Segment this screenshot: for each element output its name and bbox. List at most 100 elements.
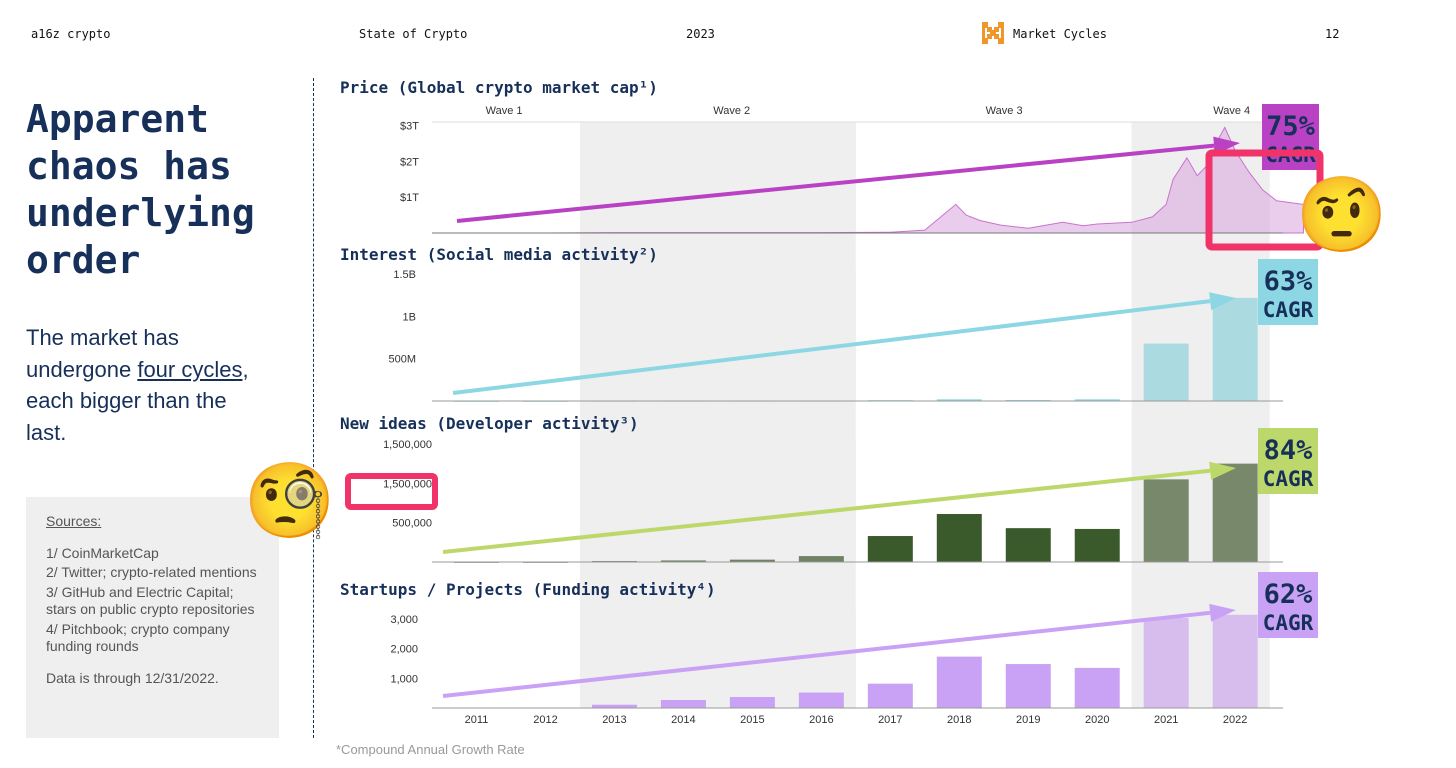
page-number: 12 (1325, 27, 1340, 41)
y-tick-label: 1,500,000 (383, 478, 432, 490)
bar-2018 (936, 656, 982, 708)
sources-box: Sources: 1/ CoinMarketCap 2/ Twitter; cr… (26, 497, 279, 738)
y-tick-label: $3T (400, 121, 419, 133)
subtitle-text-end: , each bigger than the last. (26, 356, 249, 445)
bar-2022 (1212, 614, 1258, 708)
bar-2015 (729, 559, 775, 562)
cagr-value: 84% (1264, 435, 1314, 466)
trend-arrow-line (442, 468, 1211, 554)
a16z-logo-icon (982, 22, 1004, 44)
bar-2014 (660, 699, 706, 708)
slide-title: Apparent chaos has underlying order (26, 97, 255, 282)
highlight-box-duplicate-tick (345, 473, 438, 510)
source-item: 2/ Twitter; crypto-related mentions (46, 564, 257, 580)
wave-label: Wave 3 (986, 105, 1023, 117)
bar-2021 (1143, 618, 1189, 708)
panel-title: Interest (Social media activity²) (340, 245, 658, 264)
x-tick-label: 2012 (533, 714, 557, 726)
y-tick-label: 500M (388, 354, 416, 366)
data-through-note: Data is through 12/31/2022. (46, 669, 219, 686)
x-tick-label: 2020 (1085, 714, 1109, 726)
bar-2019 (1005, 399, 1051, 401)
y-tick-label: 500,000 (392, 518, 432, 530)
bar-2014 (660, 560, 706, 562)
slide-subtitle: The market has undergone four cycles, ea… (26, 322, 271, 448)
bar-2016 (798, 692, 844, 708)
bar-2017 (867, 536, 913, 562)
cagr-value: 75% (1266, 111, 1316, 142)
trend-arrow-head (1209, 461, 1236, 480)
wave-label: Wave 1 (486, 105, 523, 117)
trend-arrow-line (456, 143, 1215, 223)
cagr-badge (1262, 104, 1319, 170)
report-title: State of Crypto (359, 27, 468, 41)
x-tick-label: 2017 (878, 714, 902, 726)
cagr-label: CAGR (1263, 298, 1314, 322)
monocle-emoji-icon: 🧐 (244, 459, 336, 542)
sources-heading: Sources: (46, 513, 102, 529)
cagr-value: 62% (1264, 579, 1314, 610)
cagr-badge (1258, 572, 1318, 638)
trend-arrow-line (452, 299, 1211, 395)
x-tick-label: 2011 (465, 714, 489, 726)
bar-2021 (1143, 343, 1189, 401)
y-tick-label: 2,000 (390, 644, 418, 656)
wave-2-band (579, 122, 856, 708)
bar-2019 (1005, 664, 1051, 708)
x-tick-label: 2021 (1154, 714, 1178, 726)
trend-arrow-head (1209, 292, 1236, 311)
bar-2016 (798, 556, 844, 562)
trend-arrow-line (442, 610, 1211, 698)
bar-2020 (1074, 399, 1120, 401)
cagr-value: 63% (1264, 266, 1314, 297)
vertical-divider (313, 78, 314, 738)
y-tick-label: 1B (403, 311, 416, 323)
wave-label: Wave 4 (1213, 105, 1250, 117)
bar-2019 (1005, 528, 1051, 562)
x-tick-label: 2019 (1016, 714, 1040, 726)
brand-label: a16z crypto (31, 27, 111, 41)
x-tick-label: 2018 (947, 714, 971, 726)
panel-title: Startups / Projects (Funding activity⁴) (340, 580, 716, 599)
panel-title: New ideas (Developer activity³) (340, 414, 639, 433)
cagr-label: CAGR (1263, 611, 1314, 635)
cagr-badge (1258, 428, 1318, 494)
four-cycles-link[interactable]: four cycles (137, 356, 243, 382)
y-tick-label: 1,500,000 (383, 439, 432, 451)
cagr-label: CAGR (1263, 467, 1314, 491)
bar-2021 (1143, 479, 1189, 562)
source-item: 1/ CoinMarketCap (46, 544, 159, 561)
raised-eyebrow-emoji-icon: 🤨 (1296, 173, 1388, 256)
x-tick-label: 2022 (1223, 714, 1247, 726)
subtitle-text: The market has undergone (26, 325, 179, 382)
bar-2017 (867, 683, 913, 708)
highlight-box-price-drop (1205, 149, 1324, 251)
bar-2022 (1212, 297, 1258, 401)
x-tick-label: 2015 (740, 714, 764, 726)
source-item: 4/ Pitchbook; crypto company funding rou… (46, 620, 230, 655)
report-year: 2023 (686, 27, 715, 41)
y-tick-label: $1T (400, 192, 419, 204)
y-tick-label: $2T (400, 156, 419, 168)
bar-2015 (729, 697, 775, 708)
cagr-badge (1258, 259, 1318, 325)
y-tick-label: 1.5B (393, 269, 416, 281)
section-title: Market Cycles (1013, 27, 1107, 41)
x-tick-label: 2014 (671, 714, 695, 726)
panel-title: Price (Global crypto market cap¹) (340, 78, 658, 97)
bar-2022 (1212, 463, 1258, 562)
y-tick-label: 3,000 (390, 614, 418, 626)
bar-2013 (591, 704, 637, 708)
source-item: 3/ GitHub and Electric Capital; stars on… (46, 583, 255, 618)
wave-label: Wave 2 (713, 105, 750, 117)
y-tick-label: 1,000 (390, 673, 418, 685)
x-tick-label: 2013 (602, 714, 626, 726)
cagr-footnote: *Compound Annual Growth Rate (336, 742, 525, 757)
bar-2018 (936, 399, 982, 401)
x-tick-label: 2016 (809, 714, 833, 726)
bar-2020 (1074, 528, 1120, 562)
bar-2020 (1074, 667, 1120, 708)
bar-2018 (936, 513, 982, 562)
trend-arrow-head (1209, 603, 1236, 622)
